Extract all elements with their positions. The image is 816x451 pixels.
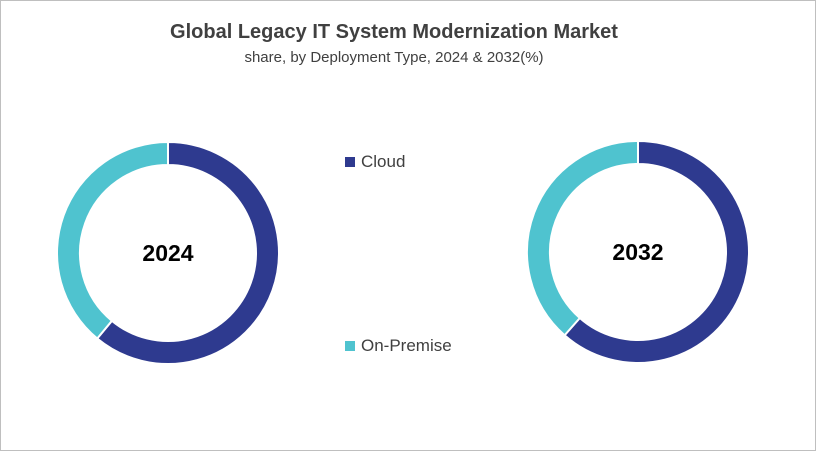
legend-label-on-premise: On-Premise — [361, 336, 452, 355]
legend-swatch-on-premise — [345, 341, 355, 351]
donut-slice-2024-on-premise — [56, 140, 169, 340]
legend-label-cloud: Cloud — [361, 152, 406, 171]
legend-swatch-cloud — [345, 157, 355, 167]
donut-slice-2032-on-premise — [526, 139, 639, 337]
legend-item-on-premise: On-Premise — [345, 336, 452, 356]
donut-slice-2032-cloud — [563, 139, 750, 364]
donut-center-label-2024: 2024 — [142, 240, 193, 266]
donut-slice-2024-cloud — [95, 140, 280, 365]
legend-item-cloud: Cloud — [345, 152, 405, 172]
chart-title: Global Legacy IT System Modernization Ma… — [170, 21, 618, 43]
chart-subtitle: share, by Deployment Type, 2024 & 2032(%… — [244, 49, 544, 66]
donut-center-label-2032: 2032 — [612, 239, 663, 265]
